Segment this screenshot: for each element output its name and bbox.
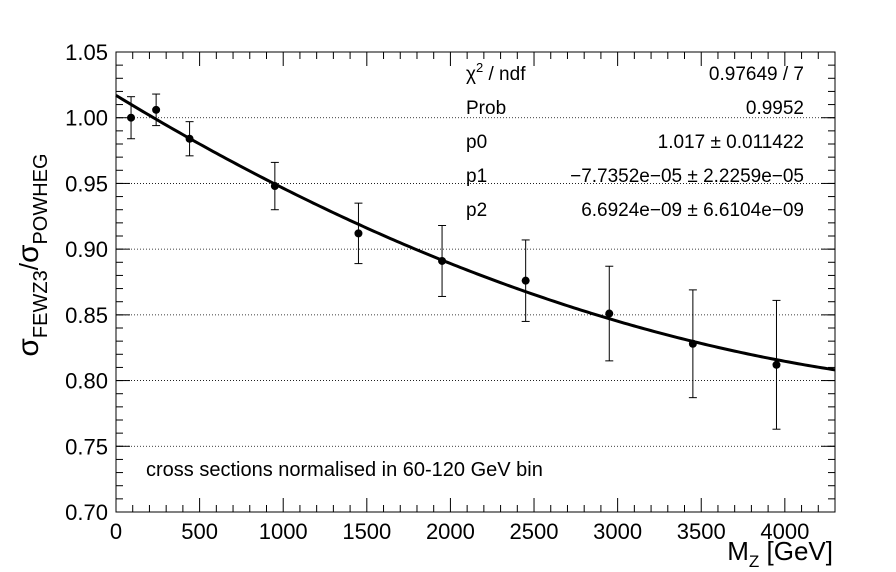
- data-point: [127, 96, 136, 140]
- stats-value: −7.7352e−05 ± 2.2259e−05: [570, 166, 804, 187]
- data-points: [127, 93, 781, 430]
- y-tick-label: 0.95: [65, 171, 108, 196]
- y-tick-label: 0.85: [65, 303, 108, 328]
- stats-value: 0.9952: [746, 98, 804, 119]
- stats-label: p1: [466, 166, 487, 187]
- data-marker: [127, 113, 136, 122]
- data-point: [185, 121, 194, 157]
- data-point: [354, 202, 363, 265]
- stats-label: p2: [466, 200, 487, 221]
- y-axis-title: σFEWZ3/σPOWHEG: [12, 153, 52, 356]
- x-tick-label: 1000: [259, 519, 308, 544]
- y-tick-label: 0.80: [65, 369, 108, 394]
- chart-annotation: cross sections normalised in 60-120 GeV …: [146, 459, 543, 481]
- data-marker: [270, 182, 279, 191]
- data-point: [270, 161, 279, 211]
- x-tick-label: 3500: [677, 519, 726, 544]
- x-axis-title: MZ [GeV]: [727, 536, 833, 571]
- fit-curve-group: [115, 94, 836, 372]
- x-tick-label: 500: [181, 519, 218, 544]
- stats-value: 6.6924e−09 ± 6.6104e−09: [581, 200, 804, 221]
- x-tick-label: 1500: [342, 519, 391, 544]
- x-tick-label: 2500: [510, 519, 559, 544]
- x-tick-label: 0: [110, 519, 122, 544]
- stats-value: 1.017 ± 0.011422: [658, 132, 804, 153]
- y-tick-label: 0.75: [65, 434, 108, 459]
- data-marker: [521, 276, 530, 285]
- fit-statistics-box: χ2 / ndf 0.97649 / 7 Prob 0.9952 p0 1.017 ± 0…: [466, 60, 804, 221]
- fit-curve: [115, 94, 836, 372]
- y-tick-label: 1.00: [65, 106, 108, 131]
- data-marker: [605, 309, 614, 318]
- data-marker: [438, 256, 447, 265]
- plot-frame: [115, 51, 836, 513]
- axis-ticks: [115, 51, 836, 513]
- data-marker: [772, 360, 781, 369]
- data-point: [521, 239, 530, 322]
- x-tick-label: 4000: [760, 519, 809, 544]
- x-tick-labels: 0 500 1000 1500 2000 2500 3000 3500 4000: [110, 519, 809, 544]
- data-marker: [152, 105, 161, 114]
- x-tick-label: 2000: [426, 519, 475, 544]
- stats-label: Prob: [466, 98, 506, 119]
- data-marker: [688, 339, 697, 348]
- data-point: [688, 289, 697, 399]
- data-point: [438, 224, 447, 297]
- data-point: [152, 93, 161, 127]
- stats-label: p0: [466, 132, 487, 153]
- y-tick-labels: 0.70 0.75 0.80 0.85 0.90 0.95 1.00 1.05: [65, 40, 108, 525]
- y-tick-label: 0.90: [65, 237, 108, 262]
- data-marker: [185, 134, 194, 143]
- data-marker: [354, 229, 363, 238]
- y-tick-label: 0.70: [65, 500, 108, 525]
- x-tick-label: 3000: [593, 519, 642, 544]
- data-point: [605, 265, 614, 362]
- stats-label: χ2 / ndf: [466, 60, 526, 85]
- y-tick-label: 1.05: [65, 40, 108, 65]
- stats-value: 0.97649 / 7: [709, 64, 804, 85]
- data-point: [772, 299, 781, 430]
